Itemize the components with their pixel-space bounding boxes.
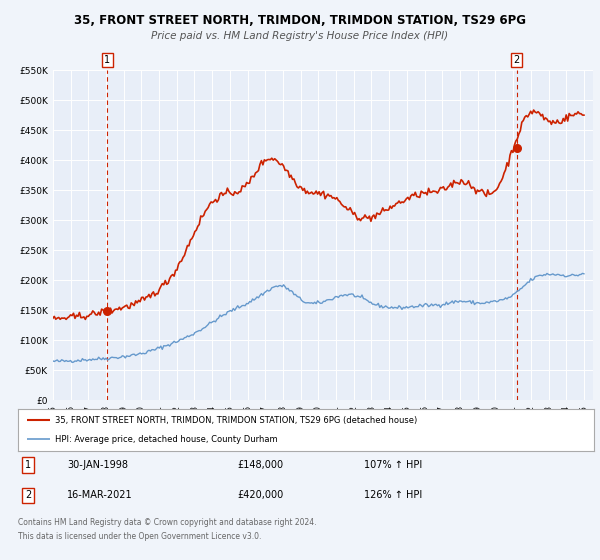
- Text: 1: 1: [104, 55, 110, 65]
- Text: Price paid vs. HM Land Registry's House Price Index (HPI): Price paid vs. HM Land Registry's House …: [151, 31, 449, 41]
- Text: 2: 2: [25, 491, 31, 501]
- Text: HPI: Average price, detached house, County Durham: HPI: Average price, detached house, Coun…: [55, 435, 278, 444]
- Text: Contains HM Land Registry data © Crown copyright and database right 2024.: Contains HM Land Registry data © Crown c…: [18, 518, 317, 527]
- Text: 107% ↑ HPI: 107% ↑ HPI: [364, 460, 422, 470]
- Text: 1: 1: [25, 460, 31, 470]
- Text: 35, FRONT STREET NORTH, TRIMDON, TRIMDON STATION, TS29 6PG (detached house): 35, FRONT STREET NORTH, TRIMDON, TRIMDON…: [55, 416, 418, 424]
- Text: £420,000: £420,000: [237, 491, 283, 501]
- Text: 16-MAR-2021: 16-MAR-2021: [67, 491, 133, 501]
- Text: 30-JAN-1998: 30-JAN-1998: [67, 460, 128, 470]
- Text: 2: 2: [514, 55, 520, 65]
- Text: This data is licensed under the Open Government Licence v3.0.: This data is licensed under the Open Gov…: [18, 532, 262, 541]
- Point: [103, 307, 112, 316]
- Text: 35, FRONT STREET NORTH, TRIMDON, TRIMDON STATION, TS29 6PG: 35, FRONT STREET NORTH, TRIMDON, TRIMDON…: [74, 14, 526, 27]
- Text: 126% ↑ HPI: 126% ↑ HPI: [364, 491, 422, 501]
- Text: £148,000: £148,000: [237, 460, 283, 470]
- Point: [512, 143, 521, 152]
